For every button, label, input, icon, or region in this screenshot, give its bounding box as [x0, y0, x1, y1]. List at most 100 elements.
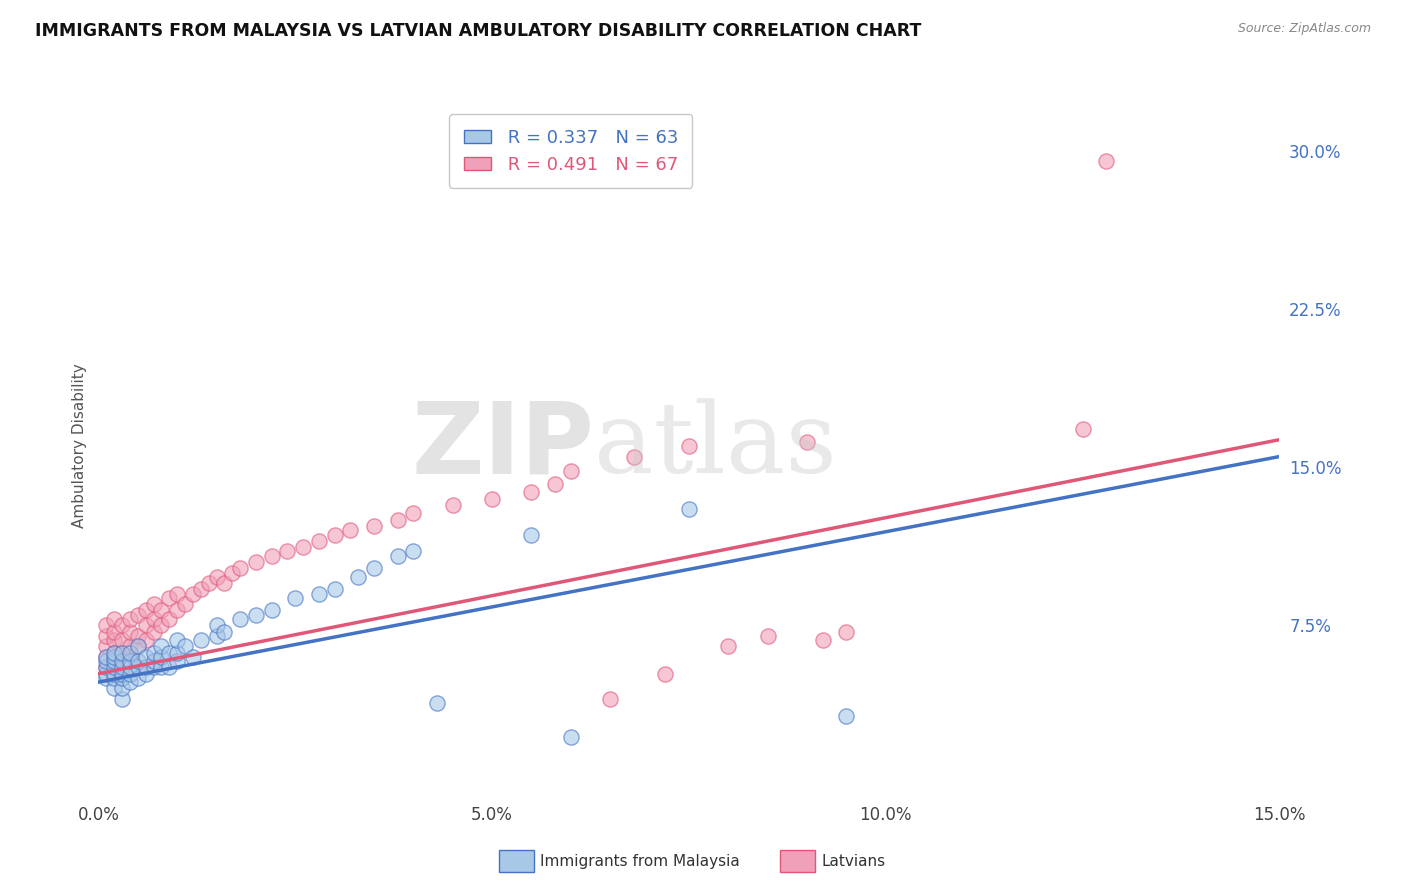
Point — [166, 632, 188, 647]
Point — [103, 646, 125, 660]
Point — [111, 666, 134, 681]
Text: Latvians: Latvians — [821, 855, 886, 869]
Point — [127, 607, 149, 622]
Point — [150, 618, 173, 632]
FancyBboxPatch shape — [499, 850, 534, 872]
Point — [142, 660, 165, 674]
Point — [103, 612, 125, 626]
Point — [103, 671, 125, 685]
Point — [157, 646, 180, 660]
Point — [150, 660, 173, 674]
Point — [402, 544, 425, 558]
Point — [96, 660, 118, 674]
Text: ZIP: ZIP — [412, 398, 595, 494]
Text: Immigrants from Malaysia: Immigrants from Malaysia — [540, 855, 740, 869]
Point — [111, 632, 134, 647]
Point — [111, 646, 134, 660]
Point — [363, 519, 385, 533]
Point — [111, 681, 134, 696]
Point — [426, 696, 449, 710]
Point — [402, 507, 425, 521]
Point — [111, 692, 134, 706]
Point — [276, 544, 298, 558]
Point — [111, 660, 134, 674]
Point — [229, 612, 252, 626]
Point — [157, 612, 180, 626]
Point — [308, 533, 330, 548]
Point — [150, 640, 173, 654]
Point — [96, 660, 118, 674]
Point — [544, 477, 567, 491]
Point — [190, 582, 212, 597]
Point — [118, 624, 141, 639]
Point — [245, 607, 267, 622]
Point — [363, 561, 385, 575]
Point — [111, 646, 134, 660]
Point — [678, 502, 700, 516]
Point — [118, 654, 141, 668]
Point — [103, 649, 125, 664]
Point — [118, 666, 141, 681]
Point — [111, 618, 134, 632]
Point — [127, 640, 149, 654]
Point — [150, 649, 173, 664]
Point — [441, 498, 464, 512]
Point — [166, 646, 188, 660]
Point — [678, 439, 700, 453]
Point — [323, 527, 346, 541]
Point — [229, 561, 252, 575]
Point — [111, 660, 134, 674]
Point — [520, 485, 543, 500]
Point — [181, 586, 204, 600]
Point — [135, 666, 157, 681]
Point — [127, 660, 149, 674]
Point — [96, 649, 118, 664]
Point — [245, 555, 267, 569]
Point — [118, 675, 141, 690]
Point — [756, 629, 779, 643]
Point — [135, 603, 157, 617]
Point — [111, 654, 134, 668]
Point — [135, 632, 157, 647]
Legend:  R = 0.337   N = 63,  R = 0.491   N = 67: R = 0.337 N = 63, R = 0.491 N = 67 — [450, 114, 692, 188]
Point — [1071, 422, 1094, 436]
Point — [103, 660, 125, 674]
Point — [96, 629, 118, 643]
Point — [205, 629, 228, 643]
Point — [811, 632, 834, 647]
Point — [197, 576, 219, 591]
Point — [190, 632, 212, 647]
Y-axis label: Ambulatory Disability: Ambulatory Disability — [72, 364, 87, 528]
Point — [221, 566, 243, 580]
Point — [103, 654, 125, 668]
Point — [323, 582, 346, 597]
Point — [96, 654, 118, 668]
Point — [835, 624, 858, 639]
Point — [599, 692, 621, 706]
Point — [181, 649, 204, 664]
Point — [103, 646, 125, 660]
Point — [560, 730, 582, 744]
Point — [292, 540, 315, 554]
Point — [135, 660, 157, 674]
Point — [205, 618, 228, 632]
Point — [118, 649, 141, 664]
Point — [260, 603, 283, 617]
Point — [96, 671, 118, 685]
Point — [481, 491, 503, 506]
FancyBboxPatch shape — [780, 850, 815, 872]
Point — [103, 632, 125, 647]
Point — [96, 640, 118, 654]
Point — [135, 649, 157, 664]
Point — [560, 464, 582, 478]
Point — [142, 646, 165, 660]
Point — [214, 624, 236, 639]
Point — [166, 586, 188, 600]
Point — [339, 524, 361, 538]
Point — [260, 549, 283, 563]
Point — [96, 666, 118, 681]
Text: atlas: atlas — [595, 398, 837, 494]
Point — [127, 640, 149, 654]
Point — [103, 624, 125, 639]
Point — [118, 660, 141, 674]
